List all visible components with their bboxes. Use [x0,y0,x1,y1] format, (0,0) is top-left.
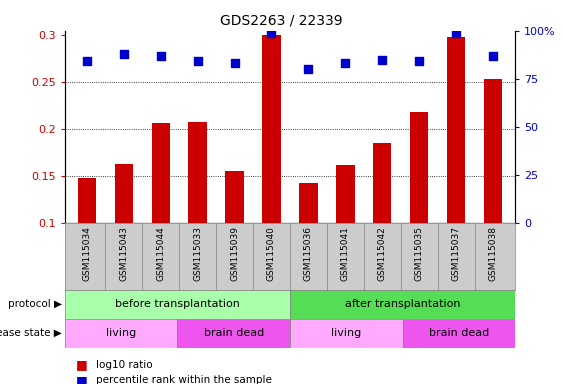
Text: protocol ▶: protocol ▶ [8,299,62,310]
Text: GSM115041: GSM115041 [341,226,350,281]
Bar [373,143,391,316]
Text: GSM115037: GSM115037 [452,226,461,281]
Text: GSM115034: GSM115034 [82,226,91,281]
Text: ■: ■ [76,358,88,371]
Bar [290,319,403,348]
Text: GSM115033: GSM115033 [193,226,202,281]
Text: brain dead: brain dead [428,328,489,338]
Bar [65,319,177,348]
Text: percentile rank within the sample: percentile rank within the sample [96,375,271,384]
Point [230,60,239,66]
Text: GSM115040: GSM115040 [267,226,276,281]
Point [193,58,202,65]
Bar [151,122,170,316]
Point [452,30,461,36]
Text: living: living [331,328,361,338]
Bar [447,37,465,316]
Bar [484,79,502,316]
Point [156,53,165,59]
Text: GSM115042: GSM115042 [378,226,387,281]
Bar [403,319,515,348]
Bar [115,164,133,316]
Point [489,53,498,59]
Bar [189,122,207,316]
Text: GSM115039: GSM115039 [230,226,239,281]
Bar [78,178,96,316]
Text: GSM115043: GSM115043 [119,226,128,281]
Point [415,58,424,65]
Text: after transplantation: after transplantation [345,299,461,310]
Bar [65,290,290,319]
Bar [262,35,281,316]
Point [119,51,128,57]
Text: living: living [106,328,136,338]
Bar [336,165,355,316]
Text: disease state ▶: disease state ▶ [0,328,62,338]
Text: GSM115035: GSM115035 [415,226,424,281]
Point [378,56,387,63]
Text: GSM115044: GSM115044 [156,226,165,281]
Text: ■: ■ [76,374,88,384]
Text: GSM115038: GSM115038 [489,226,498,281]
Bar [299,184,318,316]
Bar [410,112,428,316]
Point [267,30,276,36]
Text: before transplantation: before transplantation [115,299,240,310]
Text: GDS2263 / 22339: GDS2263 / 22339 [220,13,343,27]
Text: GSM115036: GSM115036 [304,226,313,281]
Text: brain dead: brain dead [203,328,264,338]
Point [304,66,313,72]
Bar [177,319,290,348]
Point [82,58,91,65]
Bar [225,171,244,316]
Bar [290,290,515,319]
Point [341,60,350,66]
Text: log10 ratio: log10 ratio [96,360,153,370]
